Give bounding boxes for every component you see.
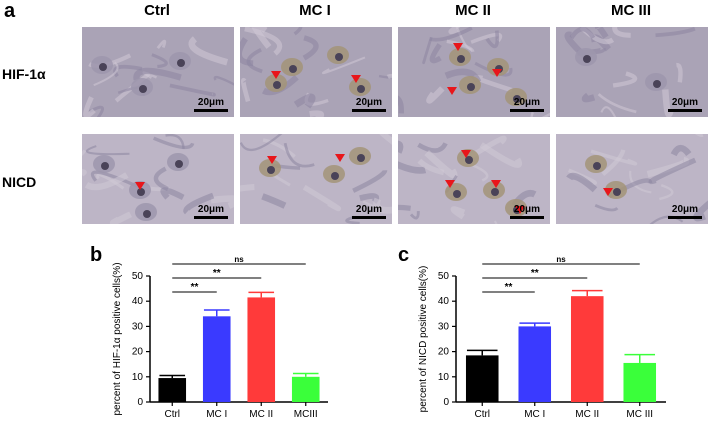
x-tick-label: MC I [206, 409, 227, 420]
y-tick-label: 40 [132, 296, 144, 307]
significance-label: ** [505, 282, 513, 293]
scale-bar: 20μm [668, 204, 702, 219]
bar-ctrl [158, 378, 187, 402]
y-tick-label: 0 [137, 397, 143, 408]
y-tick-label: 30 [132, 321, 144, 332]
scale-bar-label: 20μm [513, 204, 541, 215]
scale-bar-line [352, 216, 386, 219]
bar-mciii [623, 362, 657, 402]
bar-chart-nicd: percent of NICD positive cells(%) 0 10 20 30… [418, 255, 666, 420]
micrograph-hif1a-ctrl: 20μm [82, 27, 234, 117]
significance-label: ** [213, 268, 221, 279]
scale-bar-label: 20μm [671, 204, 699, 215]
scale-bar: 20μm [194, 204, 228, 219]
x-tick-label: Ctrl [474, 409, 490, 420]
scale-bar: 20μm [352, 97, 386, 112]
scale-bar-line [352, 109, 386, 112]
x-tick-label: Ctrl [164, 409, 180, 420]
micrograph-nicd-mcii: 20μm [398, 134, 550, 224]
scale-bar: 20μm [194, 97, 228, 112]
scale-bar-line [194, 109, 228, 112]
significance-label: ns [234, 255, 244, 264]
scale-bar: 20μm [668, 97, 702, 112]
scale-bar-line [194, 216, 228, 219]
scale-bar: 20μm [352, 204, 386, 219]
scale-bar: 20μm [510, 97, 544, 112]
micrograph-nicd-ctrl: 20μm [82, 134, 234, 224]
column-header-mc1: MC I [299, 2, 331, 19]
y-tick-label: 50 [438, 271, 450, 282]
bar-mci [518, 326, 552, 402]
row-header-hif1a: HIF-1α [2, 66, 46, 82]
x-tick-label: MC II [249, 409, 273, 420]
y-tick-label: 10 [438, 372, 450, 383]
column-header-mc2: MC II [455, 2, 491, 19]
panel-label-c: c [398, 244, 410, 266]
significance-label: ns [556, 255, 566, 264]
micrograph-hif1a-mci: 20μm [240, 27, 392, 117]
micrograph-hif1a-mcii: 20μm [398, 27, 550, 117]
bar-mcii [570, 296, 604, 402]
bar-mciii [291, 376, 320, 402]
bar-chart-hif1a: percent of HIF-1α positive cells(%) 0 10 20… [112, 255, 328, 420]
scale-bar-line [510, 216, 544, 219]
y-axis-label: percent of NICD positive cells(%) [418, 266, 429, 413]
bar-mci [202, 316, 231, 402]
y-tick-label: 20 [132, 347, 144, 358]
y-tick-label: 30 [438, 321, 450, 332]
x-tick-label: MC I [524, 409, 545, 420]
y-tick-label: 50 [132, 271, 144, 282]
y-tick-label: 10 [132, 372, 144, 383]
micrograph-nicd-mciii: 20μm [556, 134, 708, 224]
significance-label: ** [531, 268, 539, 279]
scale-bar-line [668, 109, 702, 112]
x-tick-label: MC II [575, 409, 599, 420]
scale-bar-line [668, 216, 702, 219]
scale-bar-label: 20μm [355, 204, 383, 215]
y-tick-label: 40 [438, 296, 450, 307]
row-header-nicd: NICD [2, 174, 37, 190]
column-header-ctrl: Ctrl [144, 2, 170, 19]
panel-label-b: b [90, 244, 103, 266]
micrograph-hif1a-mciii: 20μm [556, 27, 708, 117]
scale-bar: 20μm [510, 204, 544, 219]
bar-mcii [247, 297, 276, 402]
y-axis-label: percent of HIF-1α positive cells(%) [112, 262, 123, 415]
scale-bar-label: 20μm [671, 97, 699, 108]
scale-bar-label: 20μm [355, 97, 383, 108]
bar-ctrl [465, 355, 499, 402]
scale-bar-label: 20μm [197, 97, 225, 108]
scale-bar-line [510, 109, 544, 112]
y-tick-label: 0 [443, 397, 449, 408]
significance-label: ** [191, 282, 199, 293]
micrograph-nicd-mci: 20μm [240, 134, 392, 224]
x-tick-label: MCIII [294, 409, 318, 420]
scale-bar-label: 20μm [513, 97, 541, 108]
column-header-mc3: MC III [611, 2, 651, 19]
scale-bar-label: 20μm [197, 204, 225, 215]
x-tick-label: MC III [626, 409, 653, 420]
y-tick-label: 20 [438, 347, 450, 358]
panel-label-a: a [4, 0, 16, 22]
